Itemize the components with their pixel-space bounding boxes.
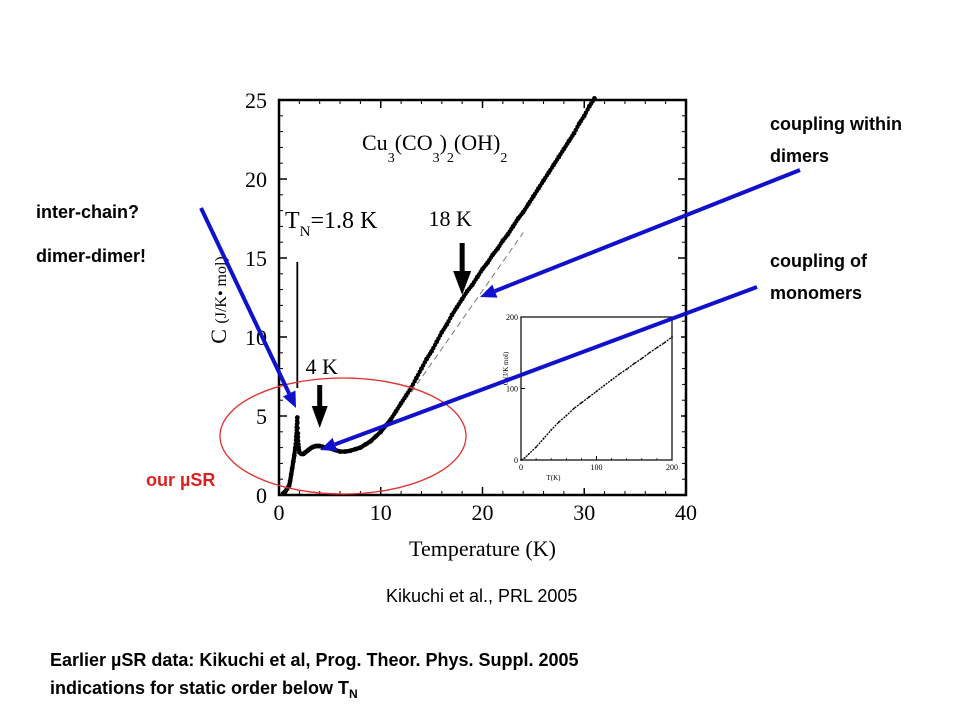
4k-arrow-head — [311, 406, 328, 428]
inset-y-tick-label: 200 — [506, 313, 518, 322]
data-point-dense — [295, 434, 301, 440]
inset-x-tick-label: 0 — [519, 463, 523, 472]
inset-data-point — [523, 456, 526, 459]
inset-data-point — [520, 459, 522, 461]
y-tick-label: 15 — [245, 246, 267, 271]
tn-marker-label: TN=1.8 K — [285, 208, 378, 240]
coupling-within-arrow-shaft — [494, 168, 801, 293]
x-tick-label: 40 — [675, 500, 697, 525]
inset-data-point — [542, 437, 545, 440]
inset-data-point — [663, 341, 666, 344]
inset-x-tick-label: 200 — [666, 463, 678, 472]
reference-dashed-line — [410, 232, 524, 393]
inset-data-point — [557, 421, 560, 424]
x-axis-label: Temperature (K) — [409, 536, 556, 561]
inset-data-point — [671, 336, 673, 338]
y-axis-label-unit: (J/K• mol) — [213, 256, 230, 323]
inset-background — [497, 308, 681, 488]
inset-data-point — [618, 373, 621, 376]
data-point — [592, 96, 597, 101]
inter-chain-arrow-shaft — [199, 207, 291, 395]
coupling-within-arrow-head — [480, 284, 498, 298]
our-musr-label: our µSR — [146, 470, 216, 490]
footer-line-2: indications for static order below TN — [50, 678, 358, 701]
inset-y-tick-label: 100 — [506, 385, 518, 394]
coupling-within-label: coupling within dimers — [770, 114, 902, 166]
inset-y-tick-label: 0 — [514, 456, 518, 465]
inset-data-point — [625, 368, 628, 371]
inset-data-point — [603, 384, 605, 387]
data-point-dense — [295, 438, 301, 443]
y-tick-label: 20 — [245, 167, 267, 192]
inset-x-tick-label: 100 — [591, 463, 603, 472]
y-axis-label: C (J/K• mol) — [206, 256, 231, 344]
citation-label: Kikuchi et al., PRL 2005 — [386, 586, 578, 606]
inset-data-point — [640, 357, 643, 360]
inset-data-point — [610, 379, 613, 381]
coupling-of-arrow-shaft — [334, 285, 758, 447]
inter-chain-arrow-head — [282, 390, 296, 408]
x-tick-label: 10 — [370, 500, 392, 525]
inter-chain-label: inter-chain? — [36, 202, 140, 222]
4k-marker-label: 4 K — [306, 354, 339, 379]
inset-data-point — [527, 453, 530, 456]
inset-data-point — [656, 346, 658, 349]
chart-title: Cu3(CO3)2(OH)2 — [362, 130, 507, 166]
inset-data-point — [580, 401, 583, 404]
coupling-of-label: coupling of monomers — [770, 251, 867, 303]
y-axis-label-c: C — [206, 324, 231, 344]
18k-marker-label: 18 K — [428, 206, 472, 231]
inset-data-point — [550, 429, 553, 431]
inset-data-point — [588, 396, 590, 398]
inset-data-point — [633, 362, 636, 365]
inset-data-point — [648, 351, 651, 354]
inset-data-point — [535, 446, 537, 449]
data-point — [295, 430, 301, 436]
18k-arrow-head — [453, 271, 472, 295]
inset-data-point — [565, 414, 568, 417]
x-tick-label: 0 — [274, 500, 285, 525]
musr-region-ellipse — [219, 377, 467, 495]
inset-data-line — [520, 336, 673, 461]
inset-data-point — [572, 407, 575, 410]
dimer-dimer-label: dimer-dimer! — [36, 246, 147, 266]
data-point — [292, 445, 298, 450]
x-tick-label: 30 — [573, 500, 595, 525]
y-tick-label: 0 — [256, 483, 267, 508]
x-tick-label: 20 — [472, 500, 494, 525]
data-point — [294, 415, 300, 420]
data-point-dense — [295, 420, 300, 426]
footer-line-1: Earlier µSR data: Kikuchi et al, Prog. T… — [50, 650, 579, 670]
data-point-dense — [295, 425, 300, 431]
y-tick-label: 25 — [245, 88, 267, 113]
coupling-of-arrow-head — [320, 437, 338, 451]
inset-y-axis-label: C (J/K mol) — [502, 351, 510, 385]
y-tick-label: 5 — [256, 404, 267, 429]
inset-x-axis-label: T(K) — [547, 474, 562, 482]
inset-data-point — [595, 390, 598, 393]
